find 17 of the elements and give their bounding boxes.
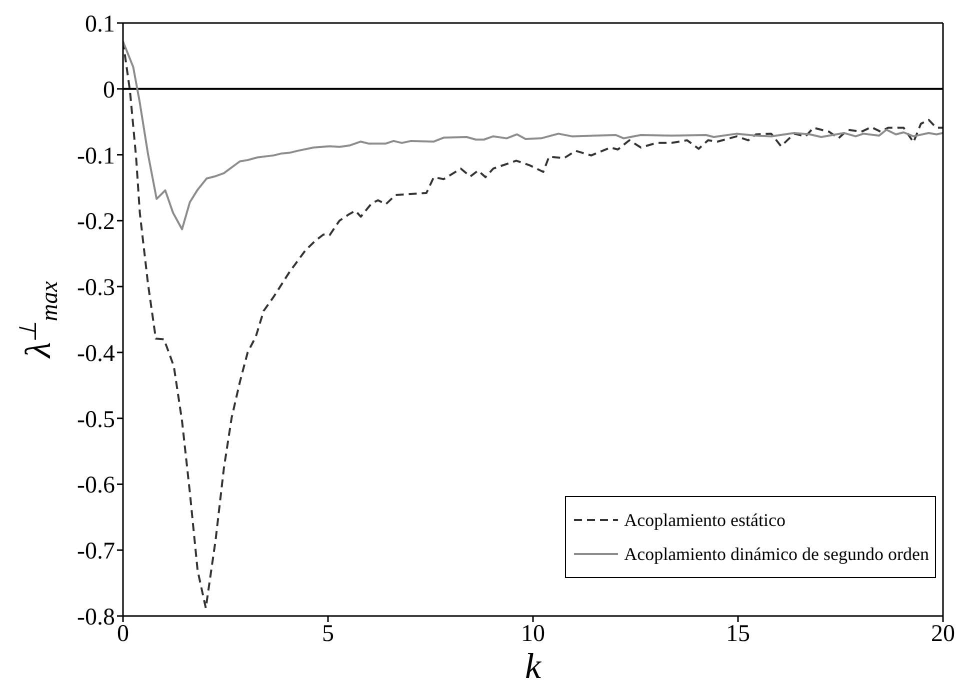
x-tick-label: 15 <box>726 621 750 648</box>
legend-label: Acoplamiento dinámico de segundo orden <box>624 544 929 564</box>
x-tick-label: 20 <box>931 621 955 648</box>
x-tick-label: 10 <box>521 621 545 648</box>
y-tick-label: 0.1 <box>85 12 115 38</box>
y-tick-label: -0.8 <box>77 604 115 631</box>
y-tick-label: 0 <box>103 77 115 104</box>
x-tick-label: 5 <box>322 621 334 648</box>
y-tick-label: -0.1 <box>77 143 115 170</box>
y-tick-label: -0.5 <box>77 406 115 433</box>
y-tick-label: -0.3 <box>77 275 115 302</box>
y-tick-label: -0.6 <box>77 472 115 499</box>
y-tick-label: -0.7 <box>77 538 115 565</box>
legend-label: Acoplamiento estático <box>624 510 786 530</box>
y-tick-label: -0.2 <box>77 209 115 236</box>
y-tick-label: -0.4 <box>77 340 115 367</box>
x-axis-title: k <box>525 646 542 686</box>
